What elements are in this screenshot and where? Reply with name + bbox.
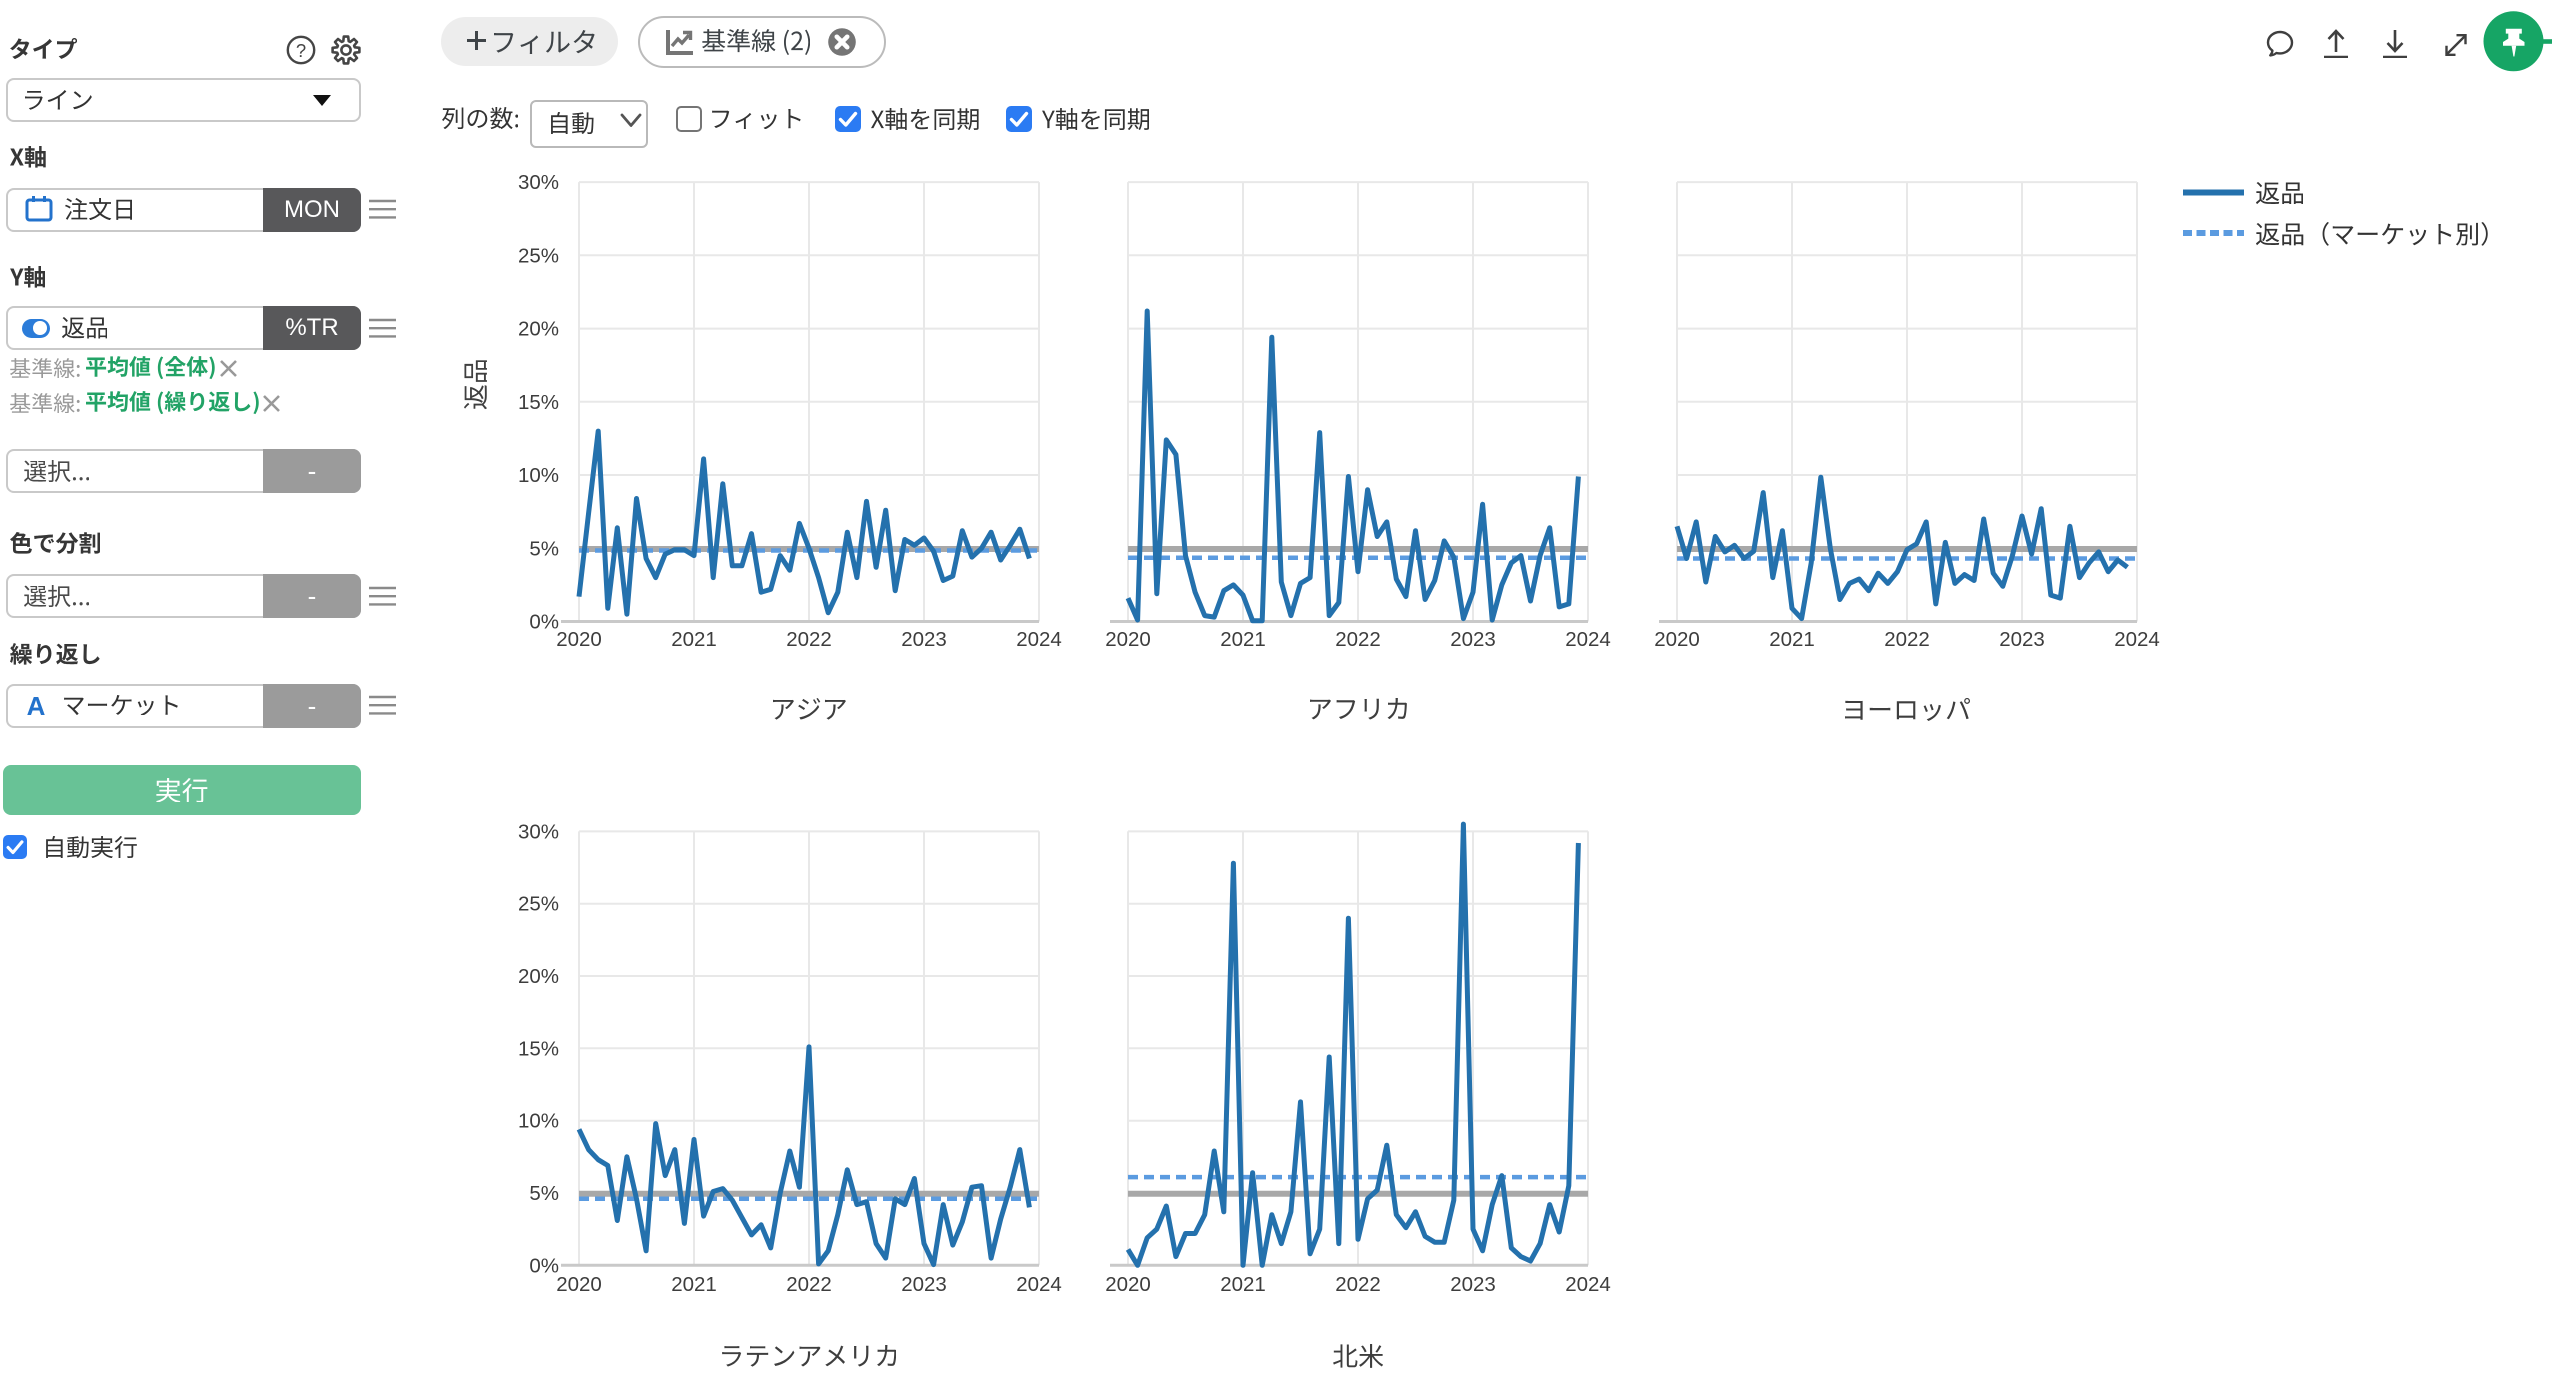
svg-text:15%: 15% (518, 391, 559, 414)
svg-text:10%: 10% (518, 1110, 559, 1133)
svg-text:2022: 2022 (1884, 628, 1930, 651)
svg-text:30%: 30% (518, 171, 559, 194)
svg-text:2022: 2022 (786, 628, 832, 651)
svg-text:2020: 2020 (556, 628, 602, 651)
svg-text:2024: 2024 (1016, 628, 1062, 651)
svg-text:2022: 2022 (786, 1273, 832, 1296)
svg-text:2024: 2024 (2114, 628, 2160, 651)
svg-text:2020: 2020 (1105, 628, 1151, 651)
svg-text:2021: 2021 (1220, 1273, 1266, 1296)
svg-text:0%: 0% (529, 1254, 559, 1277)
svg-text:2023: 2023 (1450, 628, 1496, 651)
svg-text:2023: 2023 (901, 628, 947, 651)
svg-text:2021: 2021 (1769, 628, 1815, 651)
svg-text:2024: 2024 (1565, 628, 1611, 651)
svg-text:2020: 2020 (1105, 1273, 1151, 1296)
svg-text:?: ? (296, 40, 306, 61)
svg-text:15%: 15% (518, 1037, 559, 1060)
svg-text:2024: 2024 (1016, 1273, 1062, 1296)
svg-text:2021: 2021 (671, 1273, 717, 1296)
svg-text:20%: 20% (518, 965, 559, 988)
svg-text:2020: 2020 (556, 1273, 602, 1296)
svg-text:2020: 2020 (1654, 628, 1700, 651)
svg-text:0%: 0% (529, 611, 559, 634)
svg-text:30%: 30% (518, 820, 559, 843)
svg-text:2021: 2021 (671, 628, 717, 651)
svg-text:20%: 20% (518, 318, 559, 341)
svg-text:2024: 2024 (1565, 1273, 1611, 1296)
svg-text:2022: 2022 (1335, 1273, 1381, 1296)
svg-text:25%: 25% (518, 893, 559, 916)
svg-text:10%: 10% (518, 464, 559, 487)
svg-text:2021: 2021 (1220, 628, 1266, 651)
svg-text:25%: 25% (518, 244, 559, 267)
svg-text:2023: 2023 (1999, 628, 2045, 651)
svg-text:2023: 2023 (1450, 1273, 1496, 1296)
svg-text:5%: 5% (529, 1182, 559, 1205)
svg-text:2023: 2023 (901, 1273, 947, 1296)
svg-text:2022: 2022 (1335, 628, 1381, 651)
svg-text:5%: 5% (529, 537, 559, 560)
